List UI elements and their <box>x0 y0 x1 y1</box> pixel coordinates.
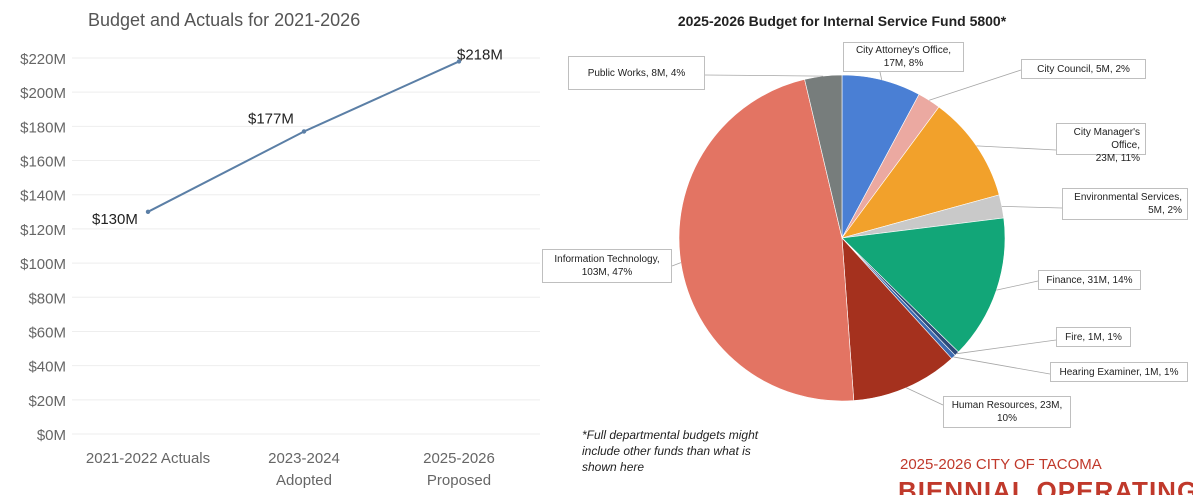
leader-line <box>953 357 1050 374</box>
leader-line <box>957 340 1056 354</box>
line-chart-data-labels: $130M $177M $218M <box>92 46 503 227</box>
x-tick-label: 2025-2026 <box>423 450 495 467</box>
callout-public-works: Public Works, 8M, 4% <box>568 56 705 90</box>
line-chart-y-axis: $0M $20M $40M $60M $80M $100M $120M $140M $160M $… <box>20 51 66 444</box>
callout-human-resources: Human Resources, 23M, 10% <box>943 396 1071 428</box>
footnote-line: shown here <box>582 459 822 475</box>
callout-line: 5M, 2% <box>1068 204 1182 217</box>
y-tick-label: $20M <box>28 393 66 410</box>
callout-line: Public Works, 8M, 4% <box>574 67 699 80</box>
y-tick-label: $140M <box>20 188 66 205</box>
y-tick-label: $40M <box>28 359 66 376</box>
y-tick-label: $120M <box>20 222 66 239</box>
callout-line: 17M, 8% <box>849 57 958 70</box>
x-tick-label: 2021-2022 Actuals <box>86 450 210 467</box>
data-label: $218M <box>457 46 503 63</box>
y-tick-label: $160M <box>20 154 66 171</box>
leader-line <box>906 388 943 405</box>
callout-hearing-examiner: Hearing Examiner, 1M, 1% <box>1050 362 1188 382</box>
callout-line: City Attorney's Office, <box>849 44 958 57</box>
callout-line: Information Technology, <box>548 253 666 266</box>
callout-city-manager: City Manager's Office, 23M, 11% <box>1056 123 1146 155</box>
data-point <box>302 129 306 133</box>
callout-line: City Manager's Office, <box>1062 126 1140 152</box>
series-line <box>148 61 459 211</box>
line-chart-title: Budget and Actuals for 2021-2026 <box>88 10 360 30</box>
callout-line: Human Resources, 23M, <box>949 399 1065 412</box>
callout-city-council: City Council, 5M, 2% <box>1021 59 1146 79</box>
y-tick-label: $60M <box>28 324 66 341</box>
leader-line <box>996 281 1038 290</box>
callout-line: Finance, 31M, 14% <box>1044 274 1135 287</box>
leader-line <box>705 75 823 76</box>
callout-finance: Finance, 31M, 14% <box>1038 270 1141 290</box>
leader-line <box>929 70 1021 100</box>
footnote-line: include other funds than what is <box>582 443 822 459</box>
callout-line: City Council, 5M, 2% <box>1027 63 1140 76</box>
data-label: $130M <box>92 211 138 228</box>
leader-line <box>976 146 1056 150</box>
callout-city-attorney: City Attorney's Office, 17M, 8% <box>843 42 964 72</box>
callout-line: Fire, 1M, 1% <box>1062 331 1125 344</box>
y-tick-label: $0M <box>37 427 66 444</box>
callout-line: Hearing Examiner, 1M, 1% <box>1056 366 1182 379</box>
callout-information-technology: Information Technology, 103M, 47% <box>542 249 672 283</box>
pie-chart-title: 2025-2026 Budget for Internal Service Fu… <box>678 13 1007 29</box>
pie-chart-slices <box>679 75 1005 401</box>
callout-fire: Fire, 1M, 1% <box>1056 327 1131 347</box>
x-tick-label: Proposed <box>427 472 491 489</box>
footnote-line: *Full departmental budgets might <box>582 427 822 443</box>
callout-line: 103M, 47% <box>548 266 666 279</box>
callout-line: 23M, 11% <box>1062 152 1140 165</box>
y-tick-label: $100M <box>20 256 66 273</box>
callout-line: 10% <box>949 412 1065 425</box>
y-tick-label: $80M <box>28 290 66 307</box>
line-chart-x-axis: 2021-2022 Actuals 2023-2024 Adopted 2025-20… <box>86 450 495 489</box>
line-chart-gridlines <box>72 58 540 434</box>
leader-line <box>880 72 882 80</box>
leader-line <box>1002 206 1062 208</box>
leader-line <box>672 263 681 266</box>
x-tick-label: 2023-2024 <box>268 450 340 467</box>
data-label: $177M <box>248 110 294 127</box>
callout-line: Environmental Services, <box>1068 191 1182 204</box>
line-chart-series <box>146 59 461 214</box>
x-tick-label: Adopted <box>276 472 332 489</box>
callout-environmental-services: Environmental Services, 5M, 2% <box>1062 188 1188 220</box>
y-tick-label: $220M <box>20 51 66 68</box>
data-point <box>146 210 150 214</box>
y-tick-label: $180M <box>20 119 66 136</box>
footnote: *Full departmental budgets might include… <box>582 427 822 475</box>
y-tick-label: $200M <box>20 85 66 102</box>
